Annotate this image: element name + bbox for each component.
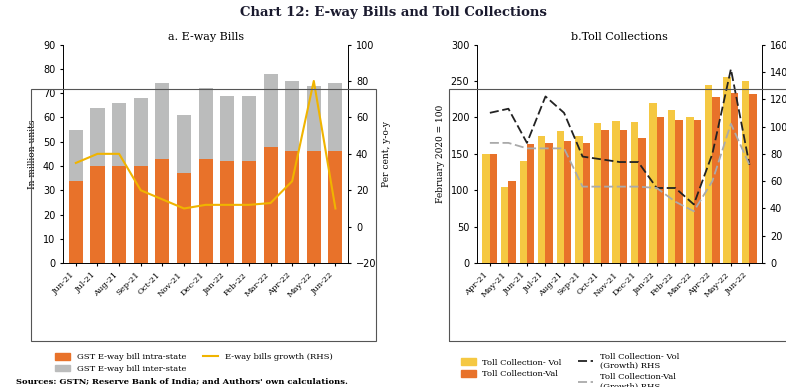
Bar — [612, 121, 619, 263]
Bar — [556, 130, 564, 263]
Bar — [749, 94, 757, 263]
Bar — [538, 135, 545, 263]
Bar — [501, 187, 509, 263]
Bar — [134, 166, 148, 263]
Bar — [69, 130, 83, 181]
Bar — [686, 117, 694, 263]
Bar — [112, 166, 126, 263]
Bar — [112, 103, 126, 166]
Bar — [69, 181, 83, 263]
Bar — [631, 123, 638, 263]
Bar — [242, 161, 256, 263]
Bar — [694, 120, 701, 263]
Legend: GST E-way bill intra-state, GST E-way bill inter-state, E-way bills growth (RHS): GST E-way bill intra-state, GST E-way bi… — [53, 350, 335, 375]
Bar — [675, 120, 683, 263]
Bar — [545, 143, 553, 263]
Bar — [638, 138, 645, 263]
Bar — [712, 97, 720, 263]
Y-axis label: Per cent, y-o-y: Per cent, y-o-y — [382, 121, 391, 187]
Y-axis label: In million units: In million units — [28, 119, 37, 188]
Bar — [177, 115, 191, 173]
Bar — [731, 93, 738, 263]
Bar — [593, 123, 601, 263]
Bar — [90, 166, 105, 263]
Bar — [705, 85, 712, 263]
Bar — [263, 74, 277, 147]
Bar — [601, 130, 608, 263]
Bar — [220, 161, 234, 263]
Bar — [242, 96, 256, 161]
Bar — [582, 143, 590, 263]
Bar — [649, 103, 657, 263]
Bar — [156, 159, 170, 263]
Bar — [520, 161, 527, 263]
Bar — [483, 154, 490, 263]
Text: Sources: GSTN; Reserve Bank of India; and Authors' own calculations.: Sources: GSTN; Reserve Bank of India; an… — [16, 377, 347, 385]
Bar — [199, 159, 213, 263]
Bar — [263, 147, 277, 263]
Bar — [177, 173, 191, 263]
Bar — [199, 88, 213, 159]
Bar — [668, 110, 675, 263]
Bar — [307, 86, 321, 151]
Bar — [220, 96, 234, 161]
Bar — [564, 141, 571, 263]
Bar — [619, 130, 627, 263]
Bar — [723, 77, 731, 263]
Bar — [527, 144, 534, 263]
Bar — [285, 151, 299, 263]
Bar — [285, 81, 299, 151]
Bar — [490, 154, 498, 263]
Legend: Toll Collection- Vol, Toll Collection-Val, Toll Collection- Vol
(Growth) RHS, To: Toll Collection- Vol, Toll Collection-Va… — [458, 350, 682, 387]
Title: a. E-way Bills: a. E-way Bills — [167, 33, 244, 42]
Bar — [307, 151, 321, 263]
Y-axis label: February 2020 = 100: February 2020 = 100 — [436, 105, 445, 203]
Bar — [657, 117, 664, 263]
Bar — [329, 151, 343, 263]
Bar — [575, 135, 582, 263]
Text: Chart 12: E-way Bills and Toll Collections: Chart 12: E-way Bills and Toll Collectio… — [240, 6, 546, 19]
Title: b.Toll Collections: b.Toll Collections — [571, 33, 668, 42]
Bar — [134, 98, 148, 166]
Bar — [742, 81, 749, 263]
Bar — [156, 83, 170, 159]
Bar — [329, 83, 343, 151]
Bar — [509, 181, 516, 263]
Bar — [90, 108, 105, 166]
